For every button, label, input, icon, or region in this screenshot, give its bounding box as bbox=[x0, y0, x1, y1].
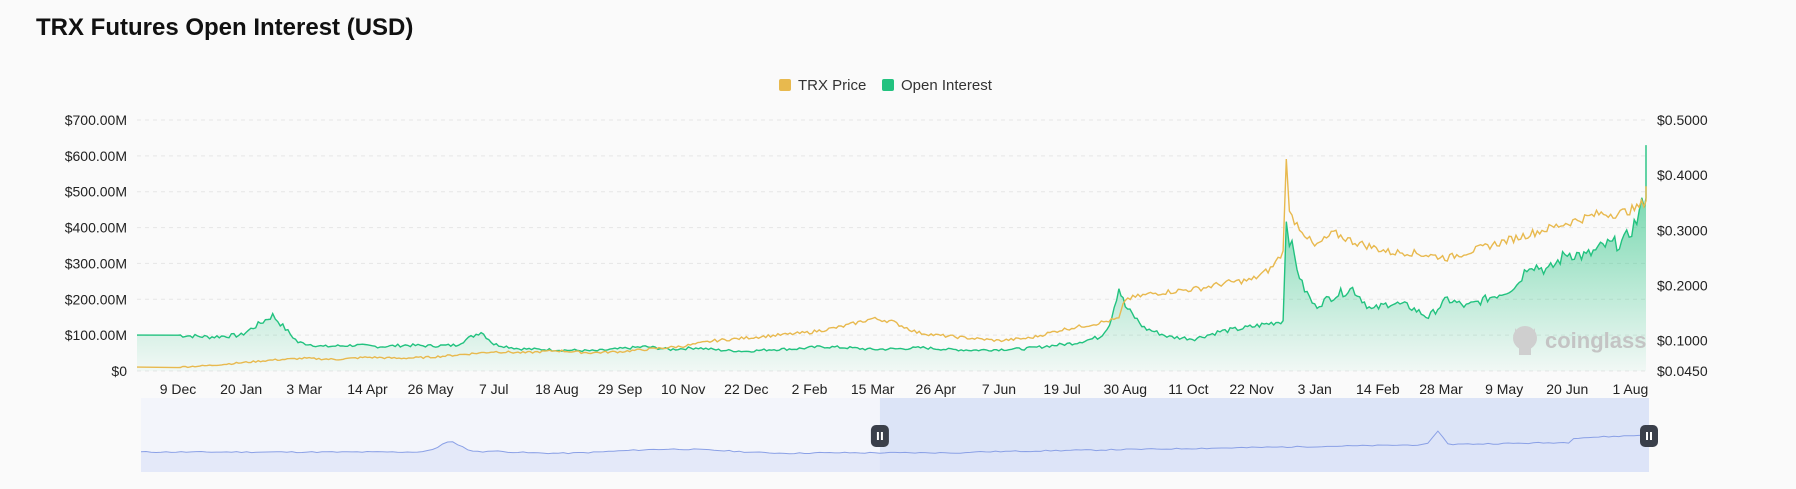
x-tick-label: 20 Jun bbox=[1546, 381, 1588, 397]
open-interest-area bbox=[137, 145, 1646, 371]
navigator-handle-right[interactable] bbox=[1640, 425, 1658, 447]
pause-icon bbox=[1646, 432, 1652, 440]
x-tick-label: 22 Dec bbox=[724, 381, 768, 397]
x-tick-label: 2 Feb bbox=[792, 381, 828, 397]
y-left-tick-label: $0 bbox=[111, 363, 127, 379]
x-tick-label: 9 Dec bbox=[160, 381, 197, 397]
y-right-tick-label: $0.3000 bbox=[1657, 222, 1708, 238]
legend-label-oi[interactable]: Open Interest bbox=[901, 77, 993, 94]
watermark-text: coinglass bbox=[1545, 328, 1646, 353]
y-left-tick-label: $700.00M bbox=[65, 112, 127, 128]
y-left-tick-label: $200.00M bbox=[65, 291, 127, 307]
y-left-tick-label: $500.00M bbox=[65, 184, 127, 200]
y-right-tick-label: $0.2000 bbox=[1657, 277, 1708, 293]
x-tick-label: 26 Apr bbox=[916, 381, 957, 397]
navigator-line bbox=[140, 430, 1650, 455]
navigator[interactable] bbox=[140, 398, 1658, 472]
y-right-tick-label: $0.1000 bbox=[1657, 333, 1708, 349]
x-tick-label: 3 Jan bbox=[1298, 381, 1332, 397]
navigator-area bbox=[141, 431, 1649, 472]
trx-price-line bbox=[136, 158, 1647, 369]
navigator-handle-left[interactable] bbox=[870, 425, 889, 447]
pause-icon bbox=[876, 432, 883, 440]
legend-swatch-oi bbox=[882, 79, 894, 91]
y-left-tick-label: $600.00M bbox=[65, 148, 127, 164]
x-tick-label: 7 Jun bbox=[982, 381, 1016, 397]
y-left-tick-label: $300.00M bbox=[65, 255, 127, 271]
legend-label-price[interactable]: TRX Price bbox=[798, 77, 866, 94]
x-tick-label: 10 Nov bbox=[661, 381, 705, 397]
y-right-tick-label: $0.4000 bbox=[1657, 167, 1708, 183]
x-tick-label: 1 Aug bbox=[1613, 381, 1649, 397]
open-interest-line bbox=[136, 145, 1647, 353]
x-tick-label: 20 Jan bbox=[220, 381, 262, 397]
x-tick-label: 30 Aug bbox=[1103, 381, 1147, 397]
y-right-tick-label: $0.0450 bbox=[1657, 363, 1708, 379]
x-tick-label: 28 Mar bbox=[1419, 381, 1463, 397]
x-tick-label: 19 Jul bbox=[1043, 381, 1080, 397]
legend[interactable]: TRX Price Open Interest bbox=[779, 77, 993, 94]
x-tick-label: 7 Jul bbox=[479, 381, 509, 397]
x-tick-label: 14 Apr bbox=[347, 381, 388, 397]
y-axis-right: $0.0450 $0.1000 $0.2000 $0.3000 $0.4000 $0.50… bbox=[1657, 112, 1708, 379]
x-tick-label: 9 May bbox=[1485, 381, 1523, 397]
x-tick-label: 15 Mar bbox=[851, 381, 895, 397]
y-right-tick-label: $0.5000 bbox=[1657, 112, 1708, 128]
legend-swatch-price bbox=[779, 79, 791, 91]
watermark: coinglass bbox=[1513, 326, 1646, 355]
x-tick-label: 18 Aug bbox=[535, 381, 579, 397]
x-tick-label: 3 Mar bbox=[286, 381, 322, 397]
x-tick-label: 26 May bbox=[408, 381, 454, 397]
chart-title: TRX Futures Open Interest (USD) bbox=[36, 14, 414, 41]
coinglass-logo-icon bbox=[1513, 326, 1537, 355]
x-tick-label: 22 Nov bbox=[1229, 381, 1273, 397]
y-axis-left: $0 $100.00M $200.00M $300.00M $400.00M $500.0… bbox=[65, 112, 127, 379]
y-left-tick-label: $100.00M bbox=[65, 327, 127, 343]
y-left-tick-label: $400.00M bbox=[65, 220, 127, 236]
x-axis: 9 Dec 20 Jan 3 Mar 14 Apr 26 May 7 Jul 18 Aug 2… bbox=[160, 381, 1649, 397]
x-tick-label: 11 Oct bbox=[1168, 381, 1208, 397]
x-tick-label: 14 Feb bbox=[1356, 381, 1400, 397]
x-tick-label: 29 Sep bbox=[598, 381, 643, 397]
